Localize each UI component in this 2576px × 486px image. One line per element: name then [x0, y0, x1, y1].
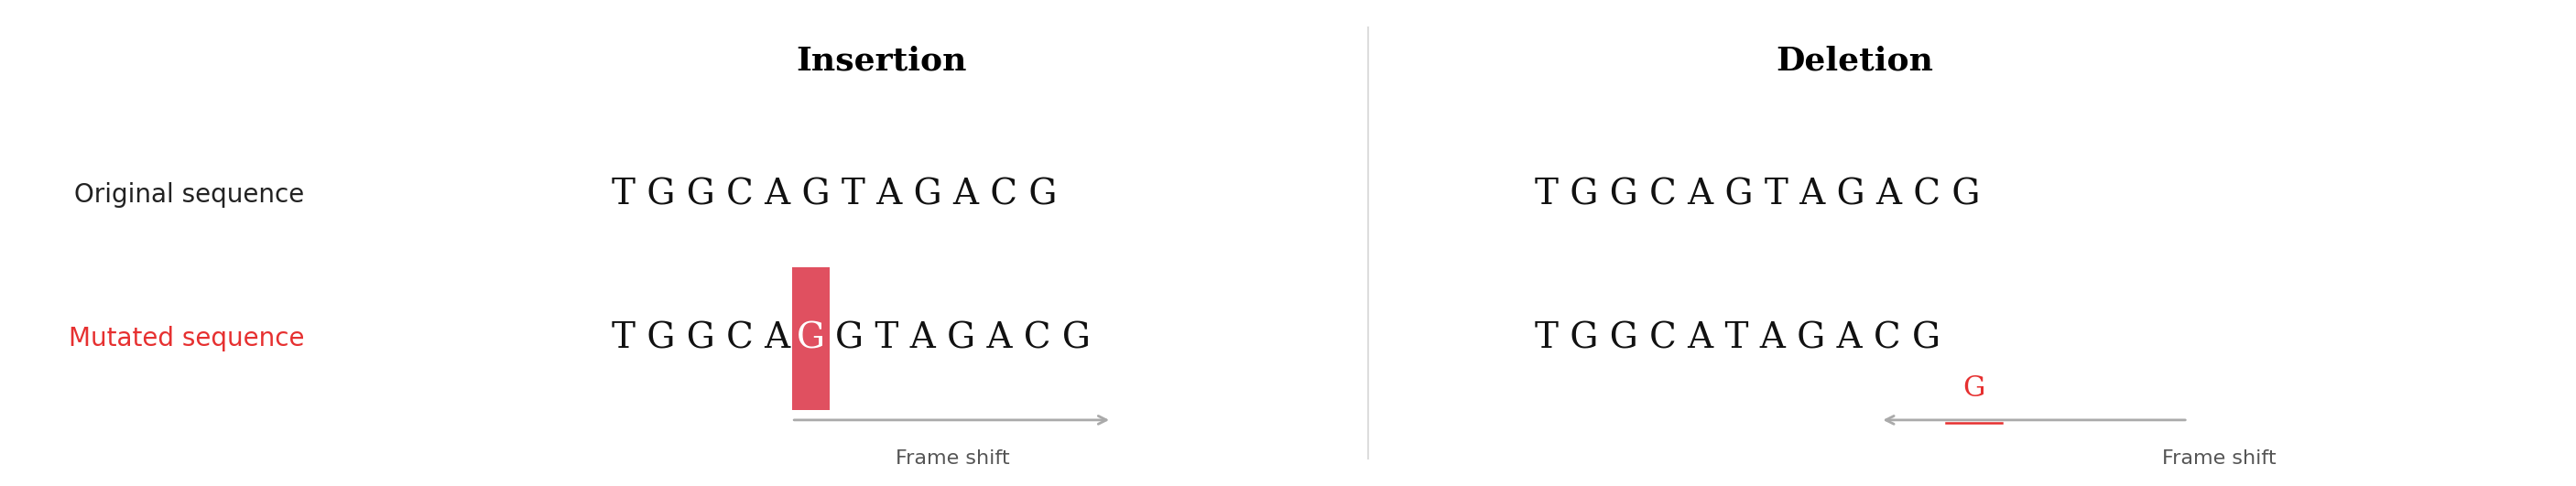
Text: Mutated sequence: Mutated sequence: [70, 326, 304, 351]
Text: T G G C A G T A G A C G: T G G C A G T A G A C G: [1535, 178, 1981, 212]
Text: T G G C A G T A G A C G: T G G C A G T A G A C G: [613, 178, 1059, 212]
Text: Insertion: Insertion: [796, 46, 966, 77]
Text: T G G C A: T G G C A: [613, 322, 791, 356]
Text: Deletion: Deletion: [1775, 46, 1935, 77]
Text: G: G: [796, 322, 824, 356]
Text: G: G: [1963, 375, 1986, 403]
Text: Original sequence: Original sequence: [75, 182, 304, 208]
FancyBboxPatch shape: [793, 267, 829, 411]
Text: T G G C A T A G A C G: T G G C A T A G A C G: [1535, 322, 1940, 356]
Text: G T A G A C G: G T A G A C G: [835, 322, 1090, 356]
Text: Frame shift: Frame shift: [896, 449, 1010, 468]
Text: Frame shift: Frame shift: [2161, 449, 2277, 468]
